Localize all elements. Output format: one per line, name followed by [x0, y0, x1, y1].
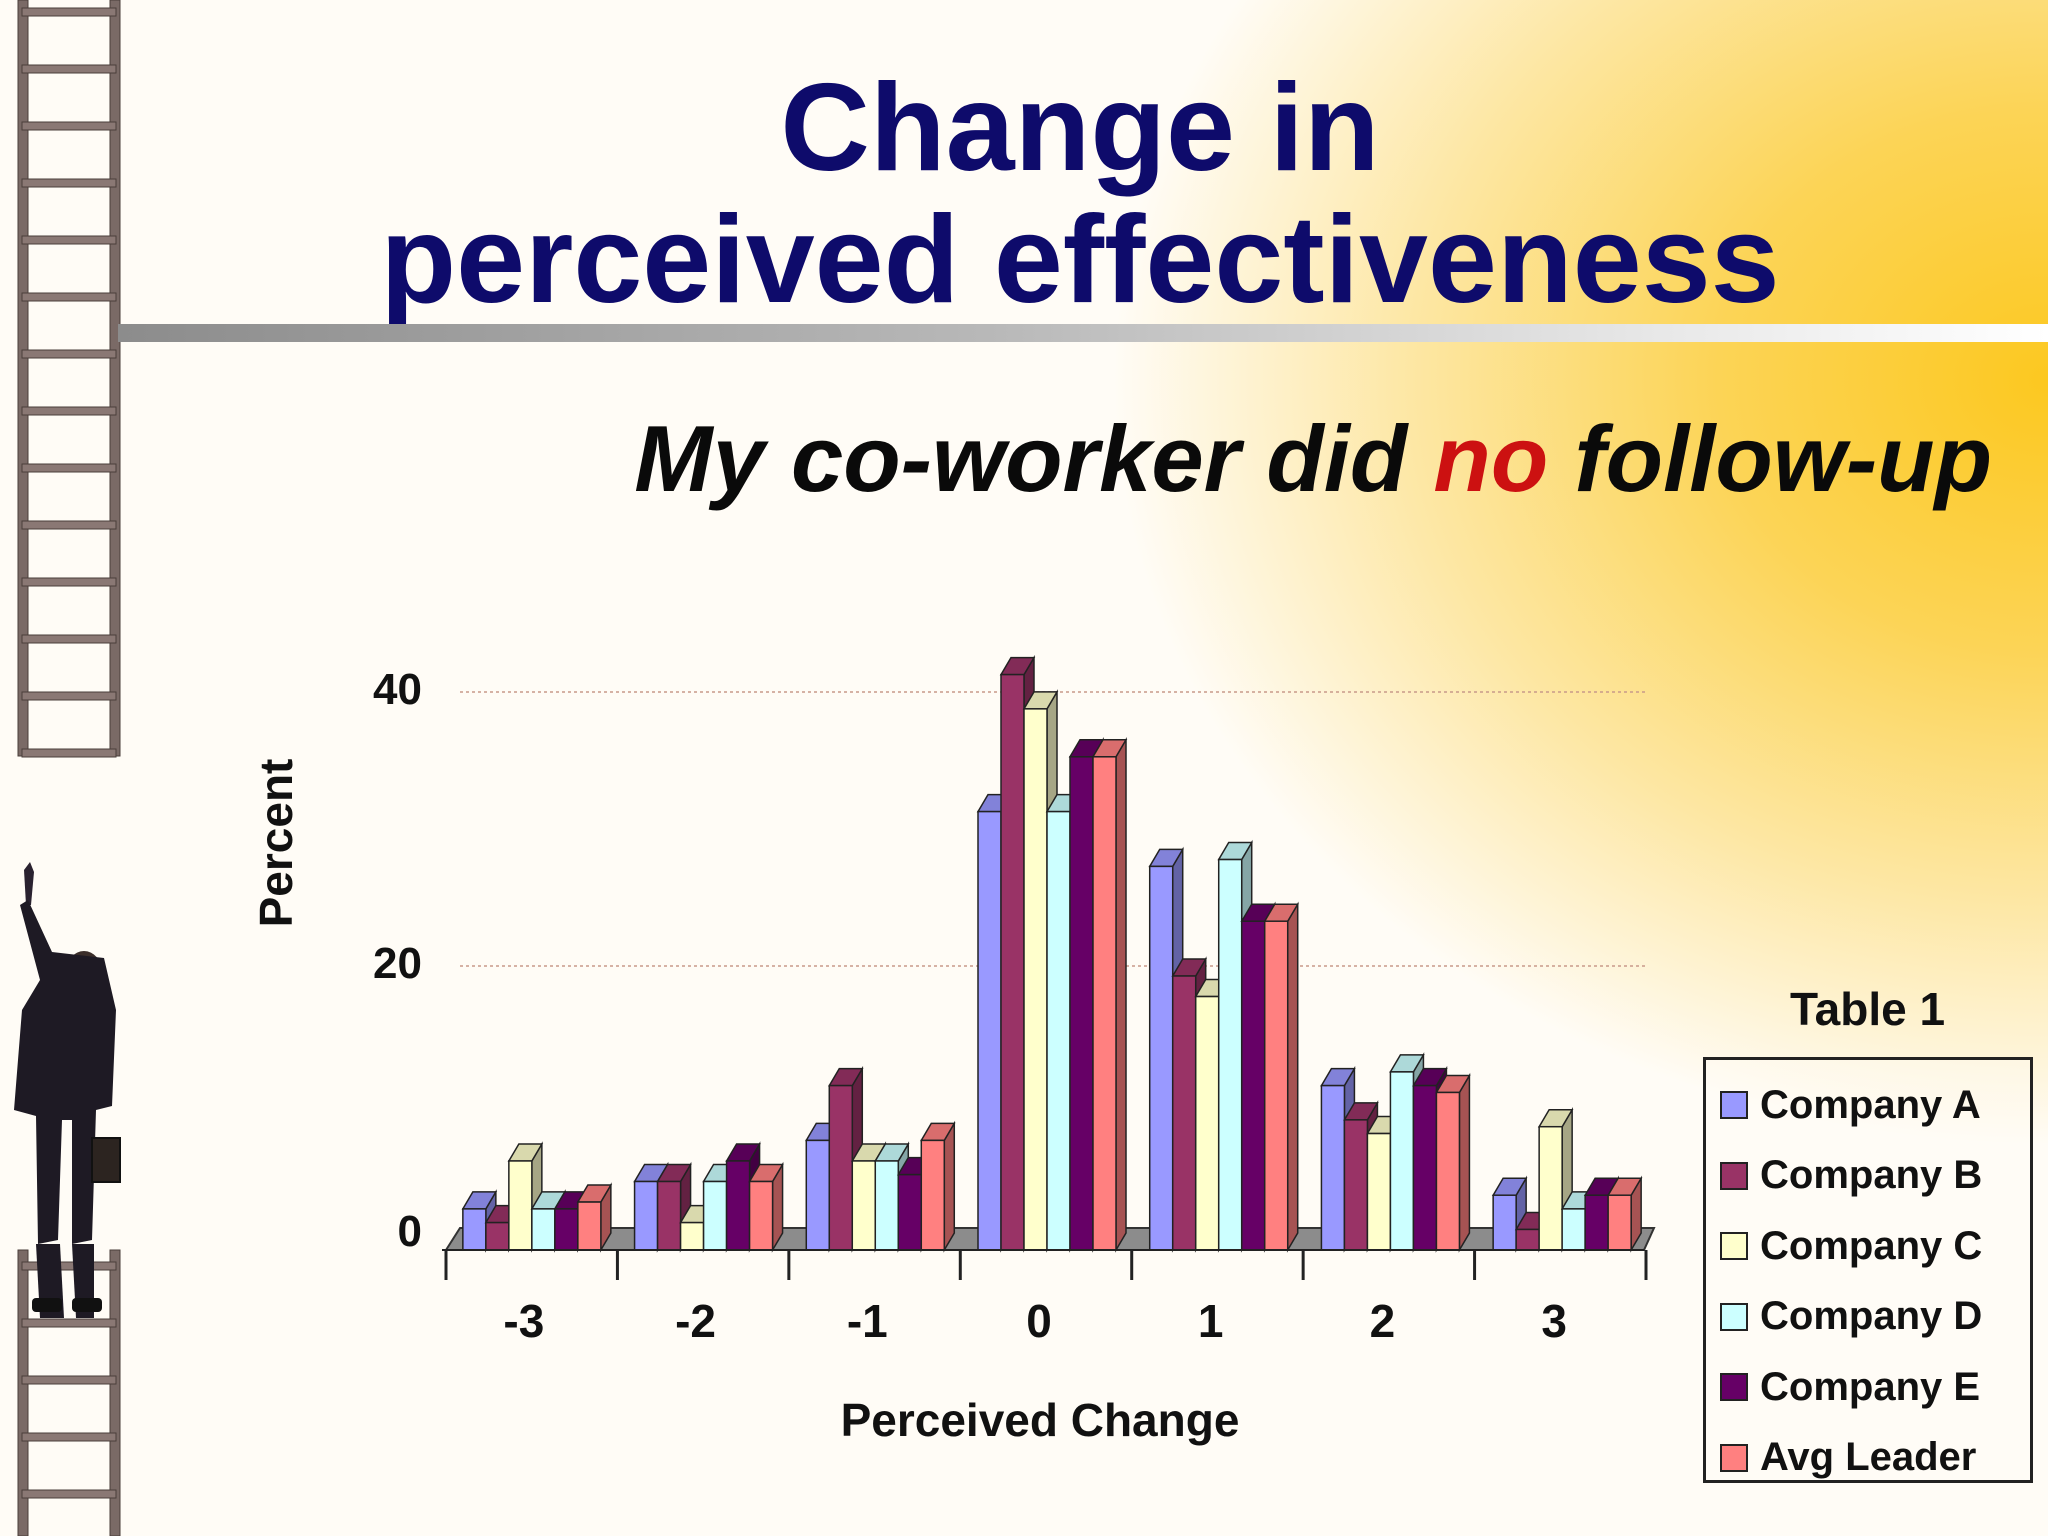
legend-label: Company A	[1760, 1082, 1981, 1127]
legend-label: Company D	[1760, 1294, 1983, 1339]
businessman-figure	[14, 862, 121, 1318]
legend-item: Company B	[1720, 1141, 2030, 1212]
ladder-rung	[21, 1432, 117, 1442]
ladder-rung	[21, 463, 117, 473]
subtitle-highlight: no	[1433, 406, 1549, 511]
ladder-rung	[21, 577, 117, 587]
title-line-2: perceived effectiveness	[380, 191, 1780, 329]
subtitle-text-before: My co-worker did	[634, 406, 1434, 511]
ladder-rung	[21, 121, 117, 131]
ladder-rung	[21, 292, 117, 302]
ladder-rung	[21, 691, 117, 701]
ladder-rung	[21, 235, 117, 245]
legend-swatch	[1720, 1091, 1748, 1120]
legend-swatch	[1720, 1161, 1748, 1190]
x-tick-label: -2	[675, 1295, 716, 1347]
ladder-rung	[21, 748, 117, 758]
legend-title: Table 1	[1790, 983, 1946, 1035]
x-tick-label: 0	[1026, 1295, 1052, 1347]
ladder-illustration	[14, 0, 121, 1536]
y-tick-label: 20	[373, 939, 422, 988]
ladder-rung	[21, 406, 117, 416]
legend-item: Avg Leader	[1720, 1423, 2030, 1494]
bar	[1606, 1175, 1643, 1253]
x-tick-label: 3	[1541, 1295, 1567, 1347]
legend-label: Avg Leader	[1760, 1435, 1977, 1480]
ladder-rung	[21, 349, 117, 359]
ladder-rung	[21, 1261, 117, 1271]
legend-item: Company E	[1720, 1352, 2030, 1423]
ladder-rung	[21, 178, 117, 188]
ladder-rung	[21, 1375, 117, 1385]
bar	[919, 1120, 956, 1253]
chart-legend: Company A Company B Company C Company D Comp…	[1703, 1057, 2033, 1483]
x-tick-label: 1	[1198, 1295, 1224, 1347]
legend-swatch	[1720, 1232, 1748, 1261]
bar	[1435, 1072, 1471, 1253]
legend-swatch	[1720, 1443, 1748, 1472]
ladder-rung	[21, 634, 117, 644]
legend-label: Company B	[1760, 1153, 1983, 1198]
ladder-rung	[21, 1318, 117, 1328]
ladder-rung	[21, 520, 117, 530]
legend-label: Company E	[1760, 1364, 1981, 1409]
y-axis-label: Percent	[250, 759, 302, 928]
subtitle-text-after: follow-up	[1548, 406, 1992, 511]
x-tick-label: -3	[503, 1295, 544, 1347]
ladder-rung	[21, 1489, 117, 1499]
slide-subtitle: My co-worker did no follow-up	[634, 405, 1992, 513]
title-line-1: Change in	[780, 59, 1380, 197]
slide-title: Change in perceived effectiveness	[300, 62, 1860, 326]
bar	[1537, 1106, 1574, 1253]
ladder-rung	[21, 64, 117, 74]
bar	[576, 1182, 613, 1253]
x-tick-label: 2	[1370, 1295, 1396, 1347]
title-divider	[118, 324, 2048, 342]
y-tick-label: 40	[373, 665, 422, 714]
legend-label: Company C	[1760, 1223, 1983, 1268]
x-tick-label: -1	[847, 1295, 888, 1347]
legend-item: Company D	[1720, 1282, 2030, 1353]
bar	[1091, 737, 1128, 1253]
legend-item: Company C	[1720, 1211, 2030, 1282]
bar	[1263, 901, 1300, 1253]
x-axis-label: Perceived Change	[841, 1394, 1240, 1446]
legend-swatch	[1720, 1302, 1748, 1331]
legend-item: Company A	[1720, 1070, 2030, 1141]
legend-swatch	[1720, 1373, 1748, 1402]
y-tick-label: 0	[398, 1207, 422, 1256]
bar	[748, 1161, 784, 1253]
ladder-rung	[21, 7, 117, 17]
